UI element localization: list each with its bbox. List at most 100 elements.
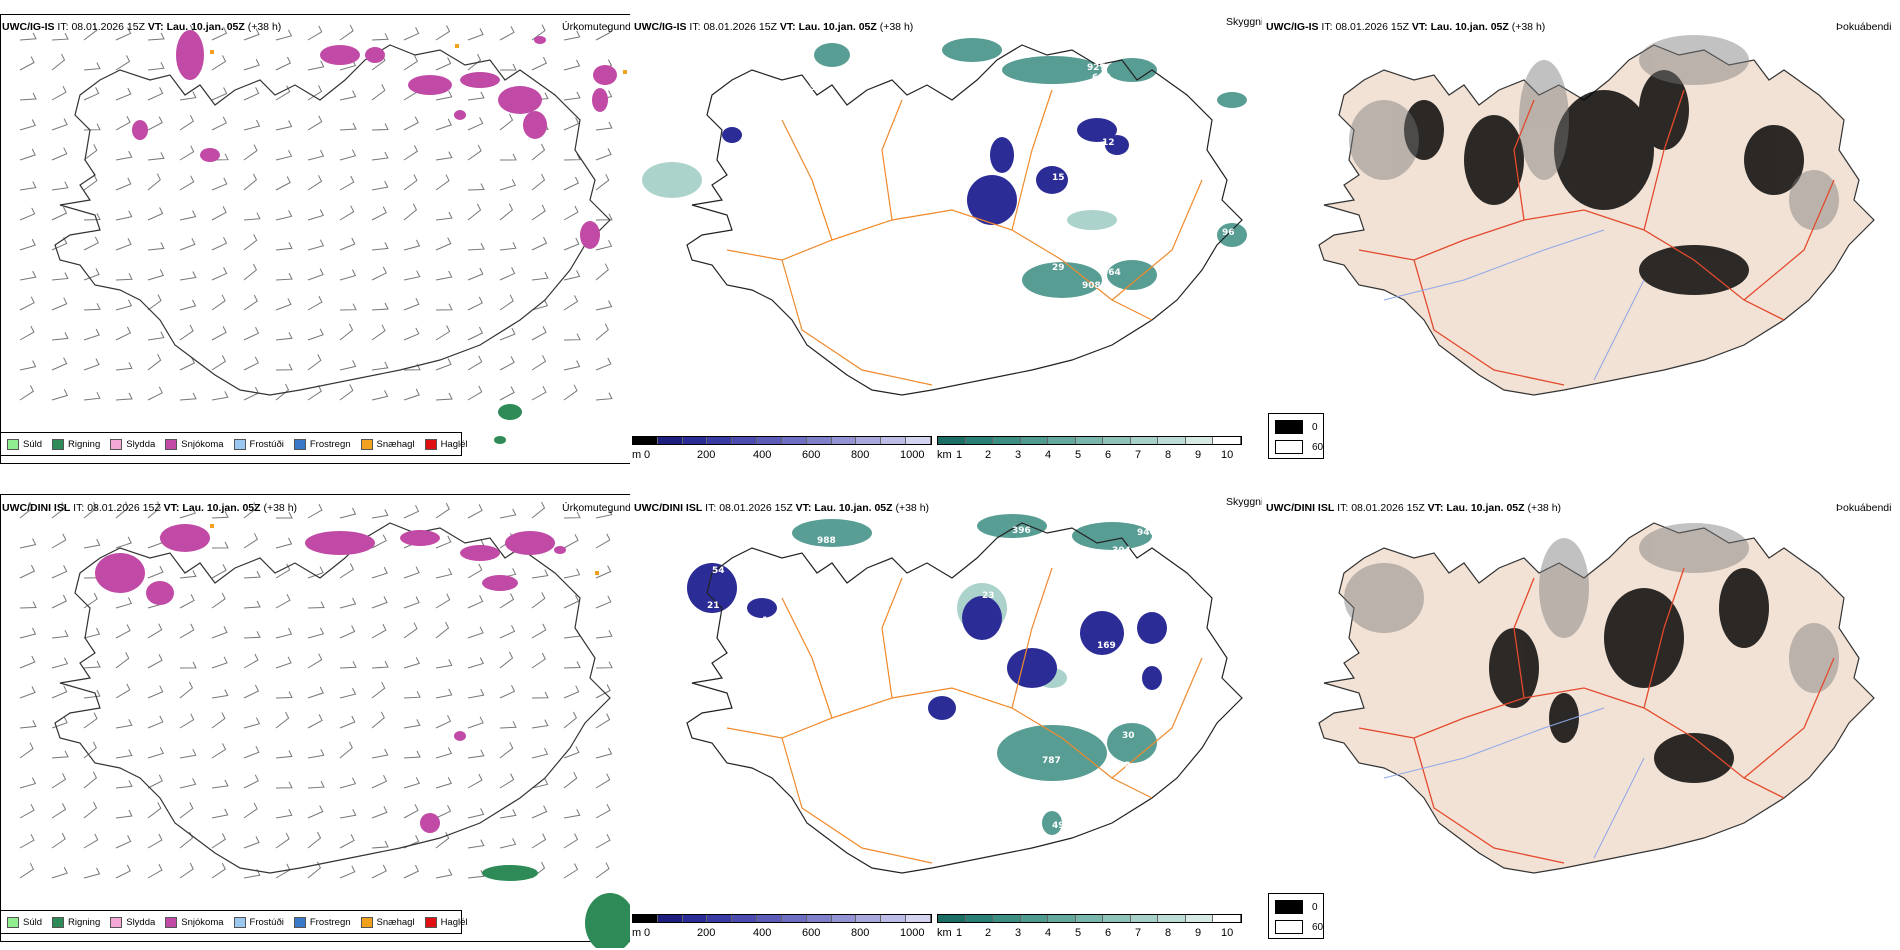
wind-barb <box>115 809 133 819</box>
wind-barb <box>179 506 196 519</box>
wind-barb <box>243 326 260 341</box>
tick-label: 6 <box>1105 449 1112 461</box>
wind-barb <box>147 116 163 131</box>
wind-barb <box>211 808 229 819</box>
wind-barb <box>147 715 164 729</box>
wind-barb <box>403 270 421 281</box>
wind-barb <box>563 661 581 669</box>
wind-barb <box>435 358 452 371</box>
wind-barb <box>51 297 68 311</box>
wind-barb <box>211 326 227 341</box>
wind-barb <box>19 803 35 819</box>
cloud-height-label: 12 <box>1102 138 1115 148</box>
tick-label: 9 <box>1195 449 1202 461</box>
wind-barb <box>339 303 357 311</box>
wind-barb <box>467 716 484 729</box>
wind-barb <box>275 383 290 401</box>
wind-barb <box>115 299 133 311</box>
legend-item: Snæhagl <box>360 438 415 450</box>
cloud-height-label: 96 <box>1222 228 1235 238</box>
wind-barb <box>339 149 357 161</box>
wind-barb <box>115 55 131 71</box>
wind-barb <box>19 56 35 71</box>
wind-barb <box>403 55 419 71</box>
wind-barb <box>19 385 35 401</box>
wind-barb <box>243 684 260 699</box>
wind-barb <box>211 236 228 251</box>
wind-barb <box>563 295 579 311</box>
wind-barb <box>243 533 259 549</box>
wind-barb <box>595 803 611 819</box>
wind-barb <box>51 357 68 371</box>
wind-barb <box>595 862 610 879</box>
wind-barb <box>51 181 69 191</box>
wind-barb <box>371 266 387 281</box>
parameter-name: Þokuábendi <box>1836 21 1892 33</box>
wind-barb <box>19 601 37 609</box>
parameter-name: Úrkomutegund <box>562 21 630 33</box>
cloud-height-label: 819 <box>1137 123 1156 133</box>
wind-barb <box>467 595 484 609</box>
parameter-name: Skyggni <box>1226 16 1262 28</box>
wind-barb <box>499 26 515 41</box>
cloud-height-label: 908 <box>1082 281 1101 291</box>
wind-barb <box>115 115 131 131</box>
wind-barb <box>83 174 98 191</box>
wind-barb <box>83 592 98 609</box>
wind-barb <box>275 691 293 699</box>
wind-barb <box>275 363 293 371</box>
cloud-height-label: 139 <box>1197 93 1216 103</box>
wind-barb <box>211 55 227 71</box>
wind-barb <box>595 661 613 669</box>
wind-barb <box>435 747 453 759</box>
height-colorbar: m 0 200 400 600 800 1000 <box>632 914 932 948</box>
wind-barb <box>499 651 514 669</box>
wind-barb <box>403 622 418 639</box>
wind-barb <box>339 360 357 371</box>
wind-barb <box>563 568 581 579</box>
wind-barb <box>531 778 549 789</box>
wind-barb <box>435 118 452 131</box>
wind-barb <box>563 237 580 251</box>
tick-label: 800 <box>851 449 870 461</box>
wind-barb <box>371 840 389 849</box>
wind-barb <box>531 501 546 519</box>
wind-barb <box>499 838 517 849</box>
wind-barb <box>19 538 37 549</box>
wind-barb <box>51 832 66 849</box>
cloud-height-label: 10 <box>1122 123 1135 133</box>
wind-barb <box>467 504 483 519</box>
wind-barb <box>83 213 101 221</box>
cloud-panel-top: UWC/IG-IS IT: 08.01.2026 15Z VT: Lau. 10… <box>632 0 1262 470</box>
wind-barb <box>531 623 547 639</box>
wind-barb <box>147 747 165 759</box>
wind-barb <box>403 297 420 311</box>
wind-barb <box>403 505 420 519</box>
wind-barb <box>467 28 484 41</box>
wind-barb <box>499 179 517 191</box>
fog-map <box>1318 522 1875 874</box>
wind-barb <box>275 272 293 281</box>
wind-barb <box>147 207 164 221</box>
wind-barb <box>211 294 226 311</box>
wind-barb <box>403 327 420 341</box>
wind-barb <box>403 203 418 221</box>
wind-barb <box>403 864 420 879</box>
wind-barb <box>179 802 194 819</box>
wind-barb <box>147 32 165 41</box>
legend-item: Haglél <box>424 916 468 928</box>
wind-barb <box>307 714 323 729</box>
tick-label: 0 <box>644 449 651 461</box>
cloud-height-label: 54 <box>712 566 725 576</box>
wind-barb <box>371 123 389 131</box>
wind-barb <box>435 270 453 281</box>
wind-barb <box>339 205 355 221</box>
wind-barb <box>211 26 228 41</box>
wind-barb <box>371 302 389 311</box>
cloud-height-label: 60 <box>1177 531 1190 541</box>
cloud-height-label: 94 <box>1162 671 1175 681</box>
wind-barb <box>467 326 484 341</box>
cloud-height-label: 97 <box>810 83 823 93</box>
wind-barb <box>51 85 67 101</box>
panel-title: UWC/IG-IS IT: 08.01.2026 15Z VT: Lau. 10… <box>634 21 914 33</box>
